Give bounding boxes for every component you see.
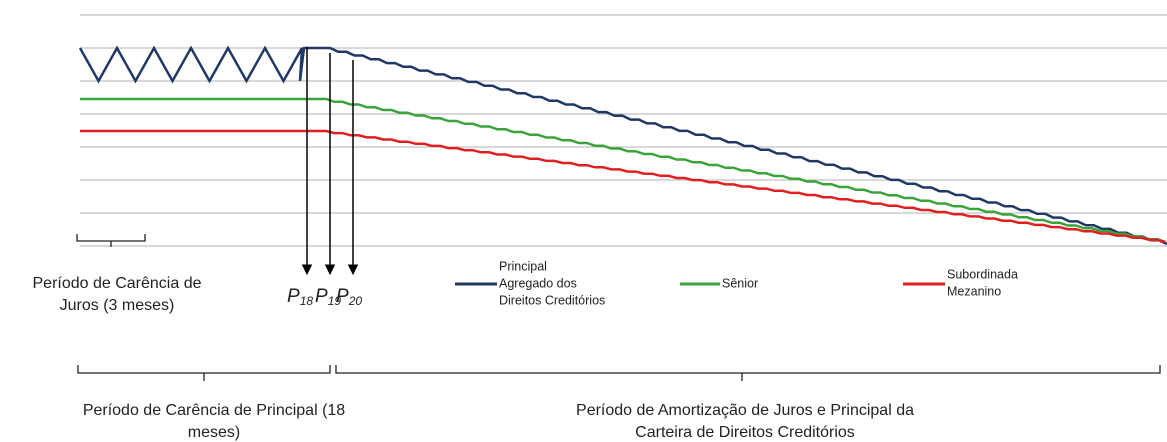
marker-letter: P	[336, 286, 349, 307]
senior-line	[80, 97, 1166, 244]
grid	[80, 14, 1167, 247]
label: Carteira de Direitos Creditórios	[635, 424, 855, 441]
braces	[76, 234, 1161, 381]
brace	[77, 365, 331, 381]
principal-line	[78, 45, 1167, 246]
curves	[78, 45, 1167, 246]
marker-sub: 18	[300, 294, 314, 308]
label: Principal	[499, 259, 547, 273]
marker-label: P19	[315, 286, 341, 308]
marker-letter: P	[315, 286, 328, 307]
marker-label: P20	[336, 286, 362, 308]
marker-sub: 20	[348, 294, 363, 308]
brace	[76, 234, 146, 247]
label: meses)	[188, 424, 240, 441]
label: Sênior	[722, 276, 758, 290]
label: Período de Carência de	[33, 275, 202, 292]
label: Período de Amortização de Juros e Princi…	[576, 402, 914, 419]
mezzanine-line	[80, 129, 1166, 244]
arrows	[301, 47, 359, 276]
label: Direitos Creditórios	[499, 293, 605, 307]
label: Período de Carência de Principal (18	[83, 402, 345, 419]
label: Agregado dos	[499, 276, 577, 290]
marker-letter: P	[287, 286, 300, 307]
marker-label: P18	[287, 286, 313, 308]
brace	[335, 365, 1161, 381]
label: Juros (3 meses)	[60, 297, 175, 314]
label: Subordinada	[947, 267, 1018, 281]
label: Mezanino	[947, 284, 1001, 298]
marker-sub: 19	[328, 294, 342, 308]
